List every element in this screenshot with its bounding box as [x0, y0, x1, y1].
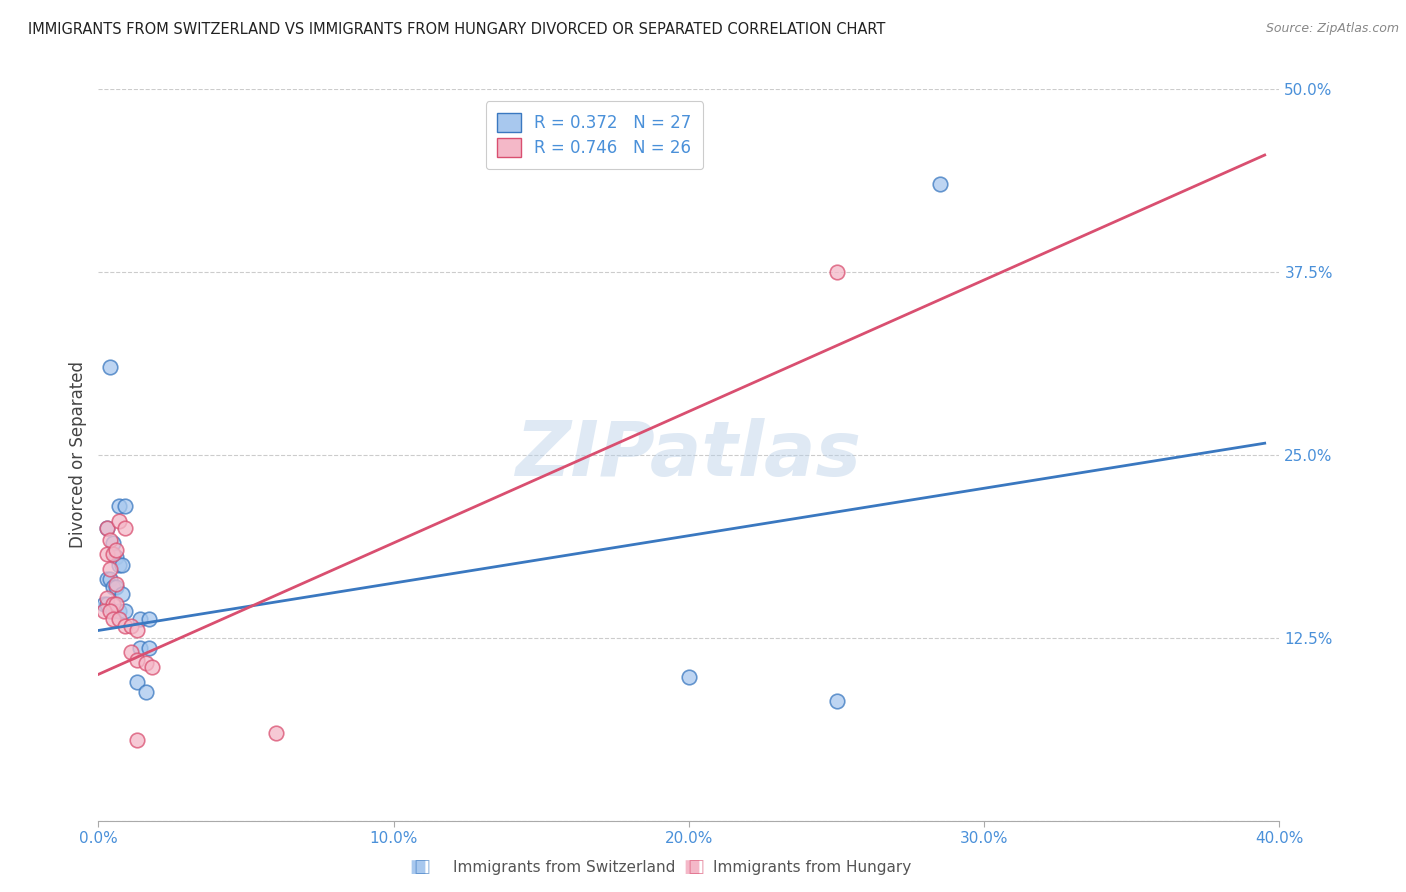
Point	[103, 604, 125, 618]
Y-axis label: Divorced or Separated: Divorced or Separated	[69, 361, 87, 549]
Text: □: □	[413, 858, 430, 876]
Point	[114, 499, 136, 513]
Point	[105, 580, 128, 594]
Point	[138, 640, 160, 655]
Point	[103, 612, 125, 626]
Point	[103, 597, 125, 611]
Point	[120, 619, 142, 633]
Point	[138, 612, 160, 626]
Point	[93, 604, 115, 618]
Point	[96, 548, 118, 562]
Point	[135, 656, 157, 670]
Point	[120, 645, 142, 659]
Point	[108, 514, 131, 528]
Point	[114, 521, 136, 535]
Point	[141, 660, 163, 674]
Point	[825, 694, 848, 708]
Point	[96, 521, 118, 535]
Point	[98, 562, 121, 576]
Point	[264, 726, 287, 740]
Point	[108, 499, 131, 513]
Point	[125, 653, 148, 667]
Text: □: □	[688, 858, 704, 876]
Point	[105, 576, 128, 591]
Point	[678, 670, 700, 684]
Point	[135, 685, 157, 699]
Point	[98, 533, 121, 547]
Text: IMMIGRANTS FROM SWITZERLAND VS IMMIGRANTS FROM HUNGARY DIVORCED OR SEPARATED COR: IMMIGRANTS FROM SWITZERLAND VS IMMIGRANT…	[28, 22, 886, 37]
Point	[98, 572, 121, 586]
Point	[111, 587, 134, 601]
Point	[103, 535, 125, 549]
Text: Source: ZipAtlas.com: Source: ZipAtlas.com	[1265, 22, 1399, 36]
Text: ■: ■	[409, 858, 426, 876]
Point	[108, 604, 131, 618]
Point	[125, 624, 148, 638]
Point	[928, 178, 950, 192]
Text: Immigrants from Switzerland: Immigrants from Switzerland	[453, 860, 675, 874]
Point	[114, 604, 136, 618]
Point	[105, 550, 128, 565]
Point	[103, 580, 125, 594]
Point	[96, 597, 118, 611]
Point	[96, 591, 118, 606]
Point	[108, 612, 131, 626]
Point	[125, 674, 148, 689]
Text: Immigrants from Hungary: Immigrants from Hungary	[713, 860, 911, 874]
Point	[128, 640, 150, 655]
Point	[108, 558, 131, 572]
Point	[105, 597, 128, 611]
Point	[128, 612, 150, 626]
Point	[98, 604, 121, 618]
Point	[125, 733, 148, 747]
Point	[93, 597, 115, 611]
Legend: R = 0.372   N = 27, R = 0.746   N = 26: R = 0.372 N = 27, R = 0.746 N = 26	[486, 101, 703, 169]
Text: ZIPatlas: ZIPatlas	[516, 418, 862, 491]
Point	[103, 548, 125, 562]
Point	[98, 360, 121, 375]
Point	[96, 521, 118, 535]
Point	[105, 543, 128, 558]
Text: ■: ■	[683, 858, 700, 876]
Point	[114, 619, 136, 633]
Point	[96, 572, 118, 586]
Point	[111, 558, 134, 572]
Point	[825, 265, 848, 279]
